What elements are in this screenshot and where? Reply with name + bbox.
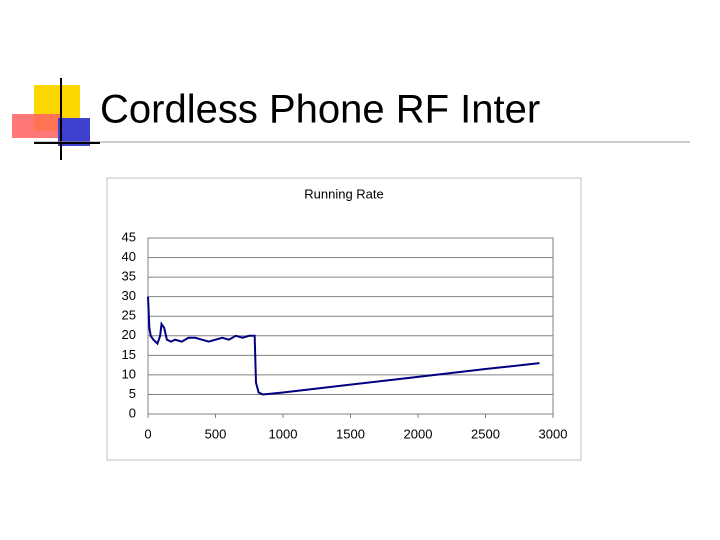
- chart-title: Running Rate: [304, 186, 384, 201]
- y-tick-label: 0: [129, 405, 136, 420]
- x-tick-label: 1000: [269, 426, 298, 441]
- slide-title: Cordless Phone RF Inter: [100, 88, 540, 132]
- y-tick-label: 15: [122, 347, 136, 362]
- x-tick-label: 0: [144, 426, 151, 441]
- chart: 0 5 10 15 20 25 30 35 40 45 0 500 1000 1500 2000 2500 30…: [122, 229, 568, 441]
- x-tick-label: 500: [205, 426, 227, 441]
- y-tick-label: 30: [122, 288, 136, 303]
- plot-area: [147, 237, 554, 415]
- y-tick-label: 5: [129, 386, 136, 401]
- x-tick-label: 3000: [539, 426, 568, 441]
- data-line: [147, 296, 540, 396]
- y-tick-label: 25: [122, 308, 136, 323]
- y-tick-label: 45: [122, 229, 136, 244]
- y-tick-label: 35: [122, 269, 136, 284]
- x-tick-label: 1500: [336, 426, 365, 441]
- deco-red: [12, 114, 60, 138]
- y-tick-label: 10: [122, 366, 136, 381]
- y-tick-label: 40: [122, 249, 136, 264]
- deco-blue: [58, 118, 90, 146]
- x-tick-label: 2500: [471, 426, 500, 441]
- y-tick-label: 20: [122, 327, 136, 342]
- x-tick-label: 2000: [404, 426, 433, 441]
